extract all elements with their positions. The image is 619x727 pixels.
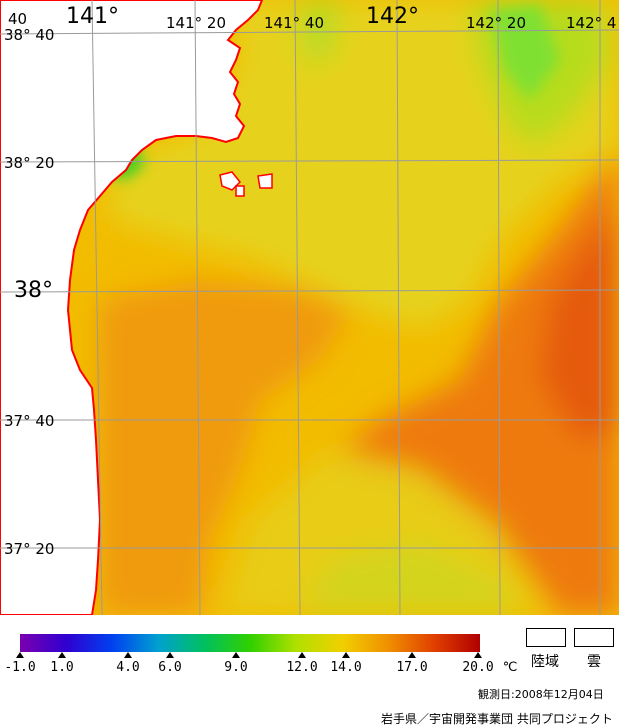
latitude-label-37-40: 37° 40 (4, 412, 55, 430)
scale-tick-label: 1.0 (50, 660, 74, 675)
longitude-label-141: 141° (66, 4, 119, 29)
scale-tick-marker (16, 652, 24, 658)
cloud-legend-label: 雲 (587, 654, 601, 670)
scale-tick-label: 9.0 (224, 660, 248, 675)
latitude-label-38: 38° (14, 278, 53, 303)
scale-tick-marker (124, 652, 132, 658)
island (257, 173, 273, 189)
longitude-label-142-40: 142° 4 (566, 14, 617, 32)
scale-tick-label: 14.0 (330, 660, 362, 675)
longitude-label-142-20: 142° 20 (466, 14, 526, 32)
sea-surface-temperature-map (0, 0, 619, 615)
land-area (0, 0, 264, 615)
scale-tick-marker (342, 652, 350, 658)
temperature-color-scale (20, 634, 480, 652)
longitude-label-141-40: 141° 40 (264, 14, 324, 32)
cool-water-region-se (300, 540, 520, 615)
latitude-label-38-40: 38° 40 (4, 26, 55, 44)
latitude-label-37-20: 37° 20 (4, 540, 55, 558)
longitude-label-142: 142° (366, 4, 419, 29)
cloud-legend-swatch (574, 628, 614, 647)
cold-water-spot-ne (490, 5, 560, 100)
cold-water-region-n (300, 0, 340, 70)
scale-tick-label: 12.0 (286, 660, 318, 675)
scale-tick-label: 6.0 (158, 660, 182, 675)
land-legend-label: 陸域 (531, 654, 559, 670)
hot-water-region-e (540, 210, 619, 440)
credit-line: 岩手県／宇宙開発事業団 共同プロジェクト (381, 712, 613, 726)
latitude-label-38-20: 38° 20 (4, 154, 55, 172)
scale-tick-marker (166, 652, 174, 658)
longitude-label-141-20: 141° 20 (166, 14, 226, 32)
graticule (0, 0, 619, 615)
scale-tick-marker (474, 652, 482, 658)
land-legend-swatch (526, 628, 566, 647)
scale-tick-marker (58, 652, 66, 658)
scale-tick-marker (298, 652, 306, 658)
observation-date: 観測日:2008年12月04日 (478, 688, 604, 701)
scale-unit: ℃ (502, 660, 518, 675)
warm-water-region-w (100, 280, 350, 615)
scale-tick-label: 20.0 (462, 660, 494, 675)
island (235, 185, 245, 197)
scale-tick-label: -1.0 (4, 660, 36, 675)
scale-tick-label: 4.0 (116, 660, 140, 675)
scale-tick-marker (232, 652, 240, 658)
longitude-label-140-40: 40 (8, 10, 28, 28)
scale-tick-marker (408, 652, 416, 658)
scale-tick-label: 17.0 (396, 660, 428, 675)
